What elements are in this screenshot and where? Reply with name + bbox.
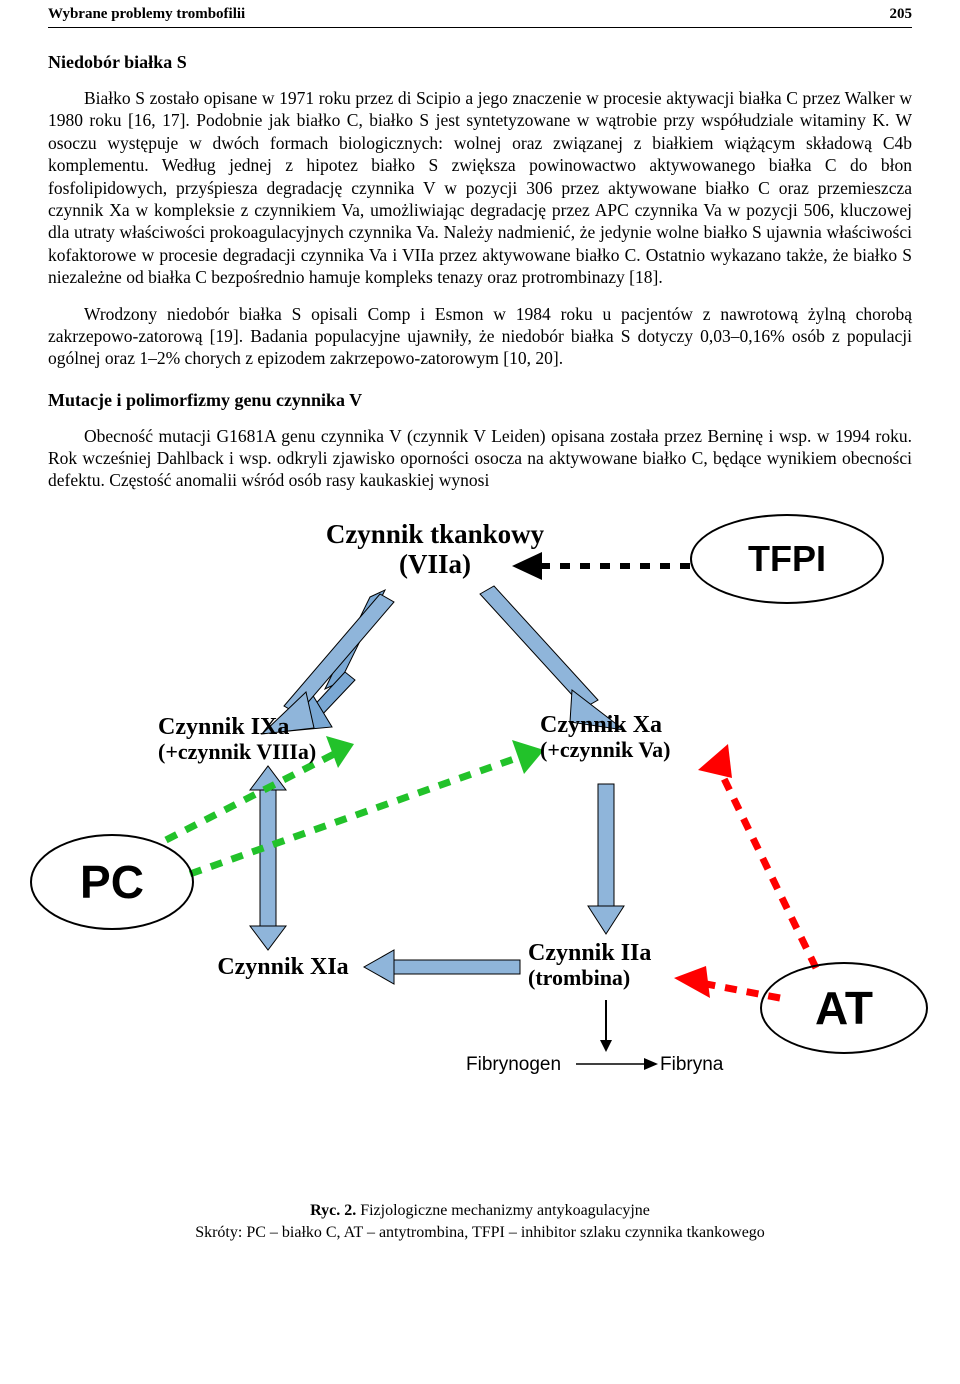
section1-para1: Białko S zostało opisane w 1971 roku prz… — [48, 87, 912, 289]
caption-line1-bold: Ryc. 2. — [310, 1202, 356, 1219]
caption-line2: Skróty: PC – białko C, AT – antytrombina… — [48, 1222, 912, 1244]
node-pc: PC — [30, 834, 194, 930]
page: Wybrane problemy trombofilii 205 Niedobó… — [0, 0, 960, 1275]
node-fibrin: Fibryna — [660, 1054, 723, 1076]
arrow-xa-to-iia — [588, 784, 624, 934]
node-xia: Czynnik XIa — [198, 954, 368, 980]
coagulation-diagram: Czynnik tkankowy (VIIa) TFPI Czynnik IXa… — [50, 522, 910, 1182]
arrow-viia-to-ixa-2 — [262, 594, 394, 734]
node-xa: Czynnik Xa (+czynnik Va) — [540, 712, 740, 763]
node-iia: Czynnik IIa (trombina) — [528, 940, 698, 991]
header-rule — [48, 27, 912, 28]
diagram-svg — [50, 522, 910, 1182]
node-iia-l2: (trombina) — [528, 966, 698, 990]
section1-para2-text: Wrodzony niedobór białka S opisali Comp … — [48, 304, 912, 369]
arrow-viia-to-xa — [480, 586, 624, 730]
node-ixa: Czynnik IXa (+czynnik VIIIa) — [158, 714, 368, 765]
node-tissue-factor-l2: (VIIa) — [310, 550, 560, 580]
section2-para1-text: Obecność mutacji G1681A genu czynnika V … — [48, 426, 912, 491]
arrow-ixa-xia — [250, 766, 286, 950]
node-xa-l2: (+czynnik Va) — [540, 738, 740, 762]
page-number: 205 — [890, 6, 913, 23]
node-iia-l1: Czynnik IIa — [528, 940, 698, 966]
arrow-fibrinogen-to-fibrin — [576, 1058, 658, 1070]
section2-title: Mutacje i polimorfizmy genu czynnika V — [48, 390, 912, 411]
node-xia-label: Czynnik XIa — [217, 954, 348, 980]
arrow-iia-down — [600, 1000, 612, 1052]
node-at-label: AT — [815, 981, 873, 1035]
figure-caption: Ryc. 2. Fizjologiczne mechanizmy antykoa… — [48, 1200, 912, 1245]
caption-line1-rest: Fizjologiczne mechanizmy antykoagulacyjn… — [356, 1202, 650, 1219]
node-fibrinogen: Fibrynogen — [466, 1054, 561, 1076]
node-tfpi: TFPI — [690, 514, 884, 604]
node-tissue-factor: Czynnik tkankowy (VIIa) — [310, 520, 560, 579]
node-tfpi-label: TFPI — [748, 538, 826, 580]
node-tissue-factor-l1: Czynnik tkankowy — [310, 520, 560, 550]
node-ixa-l1: Czynnik IXa — [158, 714, 368, 740]
running-title: Wybrane problemy trombofilii — [48, 6, 245, 23]
node-xa-l1: Czynnik Xa — [540, 712, 740, 738]
node-at: AT — [760, 962, 928, 1054]
caption-line1: Ryc. 2. Fizjologiczne mechanizmy antykoa… — [48, 1200, 912, 1222]
running-header: Wybrane problemy trombofilii 205 — [48, 0, 912, 27]
node-pc-label: PC — [80, 855, 144, 909]
node-ixa-l2: (+czynnik VIIIa) — [158, 740, 368, 764]
section1-title: Niedobór białka S — [48, 52, 912, 73]
arrow-at-to-xa — [698, 744, 816, 968]
arrow-iia-to-xia — [364, 950, 520, 984]
section2-para1: Obecność mutacji G1681A genu czynnika V … — [48, 425, 912, 492]
section1-para2: Wrodzony niedobór białka S opisali Comp … — [48, 303, 912, 370]
section1-para1-text: Białko S zostało opisane w 1971 roku prz… — [48, 88, 912, 287]
